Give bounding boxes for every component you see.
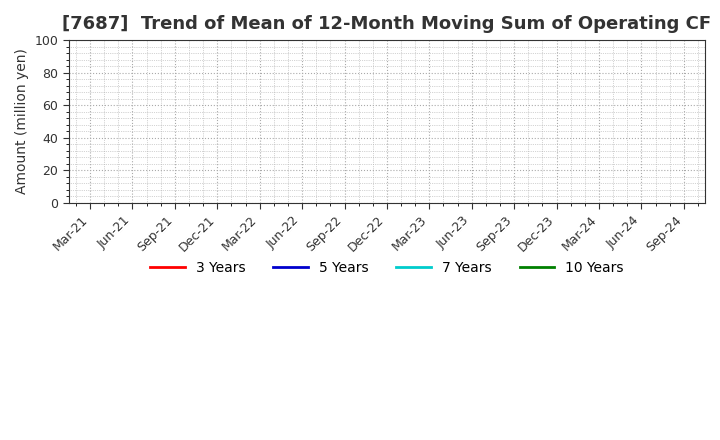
Title: [7687]  Trend of Mean of 12-Month Moving Sum of Operating CF: [7687] Trend of Mean of 12-Month Moving … — [63, 15, 711, 33]
Legend: 3 Years, 5 Years, 7 Years, 10 Years: 3 Years, 5 Years, 7 Years, 10 Years — [144, 256, 629, 281]
Y-axis label: Amount (million yen): Amount (million yen) — [15, 48, 29, 194]
